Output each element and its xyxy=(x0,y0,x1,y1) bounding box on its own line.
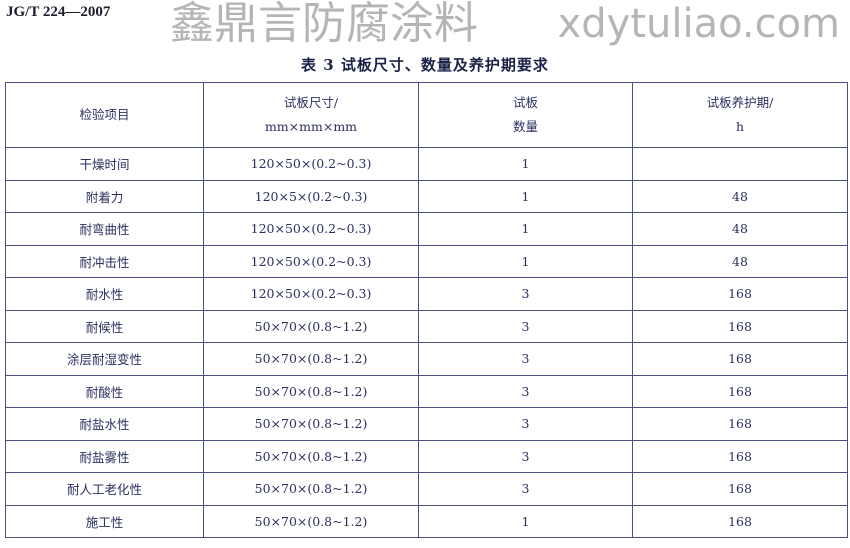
table-cell: 涂层耐湿变性 xyxy=(5,342,204,376)
table-cell: 耐弯曲性 xyxy=(5,212,204,246)
table-cell: 干燥时间 xyxy=(5,147,204,181)
table-cell: 耐酸性 xyxy=(5,374,204,408)
table-cell: 50×70×(0.8~1.2) xyxy=(203,504,419,538)
header-line: 试板 xyxy=(512,95,538,110)
table-caption: 表 3 试板尺寸、数量及养护期要求 xyxy=(301,56,549,74)
table-row: 耐人工老化性 50×70×(0.8~1.2) 3 168 xyxy=(5,472,848,506)
table-cell: 50×70×(0.8~1.2) xyxy=(203,472,419,506)
table-row: 附着力 120×5×(0.2~0.3) 1 48 xyxy=(5,179,848,213)
table-cell: 施工性 xyxy=(5,504,204,538)
table-cell: 168 xyxy=(632,374,848,408)
header-line: mm×mm×mm xyxy=(264,119,358,134)
table-row: 耐盐雾性 50×70×(0.8~1.2) 3 168 xyxy=(5,439,848,473)
table-cell: 48 xyxy=(632,212,848,246)
header-line: 试板尺寸/ xyxy=(283,95,339,110)
table-row: 耐候性 50×70×(0.8~1.2) 3 168 xyxy=(5,309,848,343)
table-cell: 耐盐水性 xyxy=(5,407,204,441)
table-cell: 耐盐雾性 xyxy=(5,439,204,473)
column-header: 试板养护期/h xyxy=(632,82,848,148)
table-cell: 3 xyxy=(418,407,633,441)
watermark-url: xdytuliao.com xyxy=(557,1,840,47)
table-cell: 50×70×(0.8~1.2) xyxy=(203,309,419,343)
table-cell: 耐水性 xyxy=(5,277,204,311)
table-cell xyxy=(632,147,848,181)
table-cell: 3 xyxy=(418,277,633,311)
table-row: 干燥时间 120×50×(0.2~0.3) 1 xyxy=(5,147,848,181)
table-row: 耐盐水性 50×70×(0.8~1.2) 3 168 xyxy=(5,407,848,441)
table-row: 耐弯曲性 120×50×(0.2~0.3) 1 48 xyxy=(5,212,848,246)
table-cell: 1 xyxy=(418,179,633,213)
table-row: 施工性 50×70×(0.8~1.2) 1 168 xyxy=(5,504,848,538)
table-cell: 1 xyxy=(418,504,633,538)
table-row: 耐水性 120×50×(0.2~0.3) 3 168 xyxy=(5,277,848,311)
table-cell: 168 xyxy=(632,342,848,376)
table-cell: 耐候性 xyxy=(5,309,204,343)
table-cell: 50×70×(0.8~1.2) xyxy=(203,342,419,376)
table-cell: 1 xyxy=(418,212,633,246)
table-row: 涂层耐湿变性 50×70×(0.8~1.2) 3 168 xyxy=(5,342,848,376)
table-cell: 50×70×(0.8~1.2) xyxy=(203,407,419,441)
table-cell: 120×50×(0.2~0.3) xyxy=(203,277,419,311)
table-cell: 168 xyxy=(632,407,848,441)
table-cell: 3 xyxy=(418,374,633,408)
table-cell: 附着力 xyxy=(5,179,204,213)
table-cell: 120×50×(0.2~0.3) xyxy=(203,147,419,181)
watermark-text: 鑫鼎言防腐涂料 xyxy=(170,0,478,49)
table-cell: 168 xyxy=(632,277,848,311)
standard-code: JG/T 224—2007 xyxy=(6,4,111,20)
header-line: 试板养护期/ xyxy=(706,95,774,110)
table-cell: 耐人工老化性 xyxy=(5,472,204,506)
table-cell: 3 xyxy=(418,309,633,343)
table-cell: 48 xyxy=(632,244,848,278)
table-cell: 168 xyxy=(632,504,848,538)
table-cell: 120×50×(0.2~0.3) xyxy=(203,244,419,278)
table-cell: 50×70×(0.8~1.2) xyxy=(203,439,419,473)
table-row: 耐酸性 50×70×(0.8~1.2) 3 168 xyxy=(5,374,848,408)
specimen-requirements-table: 检验项目 试板尺寸/mm×mm×mm 试板 数量 试板养护期/h 干燥时间 120×50×… xyxy=(5,82,848,538)
column-header: 试板 数量 xyxy=(418,82,633,148)
table-cell: 168 xyxy=(632,309,848,343)
table-cell: 1 xyxy=(418,147,633,181)
table-cell: 168 xyxy=(632,472,848,506)
table-cell: 3 xyxy=(418,472,633,506)
table-cell: 50×70×(0.8~1.2) xyxy=(203,374,419,408)
table-cell: 168 xyxy=(632,439,848,473)
table-cell: 3 xyxy=(418,439,633,473)
table-cell: 120×50×(0.2~0.3) xyxy=(203,212,419,246)
table-cell: 耐冲击性 xyxy=(5,244,204,278)
table-cell: 1 xyxy=(418,244,633,278)
header-line: h xyxy=(735,119,745,134)
column-header: 试板尺寸/mm×mm×mm xyxy=(203,82,419,148)
column-header: 检验项目 xyxy=(5,82,204,148)
header-line: 检验项目 xyxy=(79,107,130,122)
table-cell: 3 xyxy=(418,342,633,376)
table-header-row: 检验项目 试板尺寸/mm×mm×mm 试板 数量 试板养护期/h xyxy=(5,82,848,148)
header-line: 数量 xyxy=(512,119,538,134)
table-row: 耐冲击性 120×50×(0.2~0.3) 1 48 xyxy=(5,244,848,278)
table-cell: 120×5×(0.2~0.3) xyxy=(203,179,419,213)
table-cell: 48 xyxy=(632,179,848,213)
